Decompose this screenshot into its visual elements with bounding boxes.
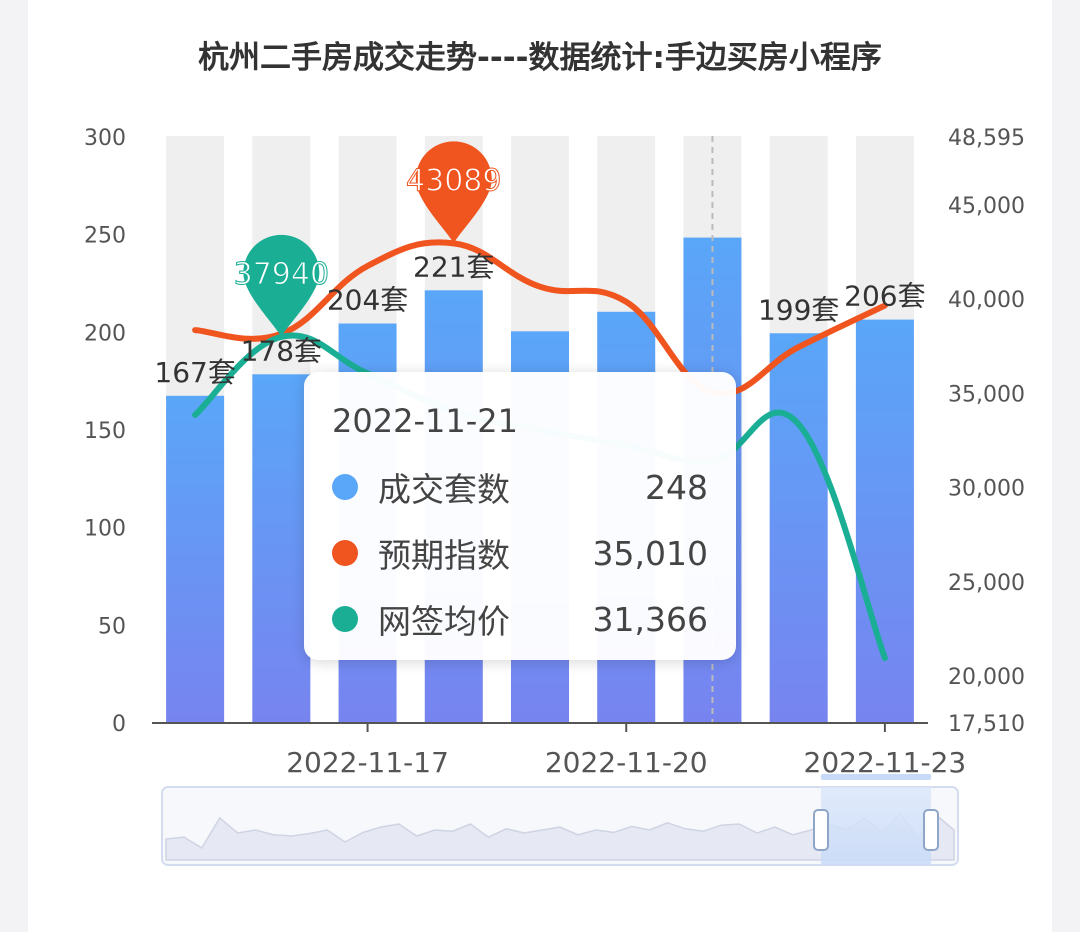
data-zoom-slider [161, 774, 959, 866]
y-left-tick-label: 250 [84, 224, 126, 249]
zoom-handle-right[interactable] [923, 809, 939, 851]
marker-pin [243, 234, 320, 337]
tooltip-label-index: 预期指数 [378, 536, 510, 575]
line-index [192, 239, 888, 397]
y-left-tick-label: 0 [112, 712, 126, 737]
tooltip-row-index: 预期指数 35,010 [332, 520, 708, 586]
y-left-tick-label: 100 [84, 517, 126, 542]
tooltip-label-price: 网签均价 [378, 602, 510, 641]
marker-label: 37940 [234, 257, 329, 292]
y-left-tick-label: 200 [84, 321, 126, 346]
max-marker-price: 37940 [233, 234, 330, 337]
tooltip-value-deals: 248 [645, 467, 708, 507]
x-tick-label: 2022-11-20 [545, 746, 708, 779]
y-right-tick-label: 17,510 [948, 712, 1025, 737]
tooltip-value-price: 31,366 [592, 599, 708, 639]
tooltip-title: 2022-11-21 [332, 402, 518, 440]
tooltip-label-deals: 成交套数 [378, 470, 510, 509]
y-left-tick-label: 150 [84, 419, 126, 444]
x-tick-label: 2022-11-17 [286, 746, 449, 779]
bar-data-label: 204套 [327, 284, 408, 317]
tooltip-dot-price [332, 606, 358, 632]
bar-data-label: 206套 [844, 280, 925, 313]
bar [166, 395, 225, 722]
zoom-handle-left[interactable] [813, 809, 829, 851]
zoom-selection[interactable] [821, 787, 931, 865]
y-left-tick-label: 300 [84, 126, 126, 151]
tooltip-row-price: 网签均价 31,366 [332, 586, 708, 652]
tooltip-dot-deals [332, 474, 358, 500]
chart-title: 杭州二手房成交走势----数据统计:手边买房小程序 [198, 40, 882, 76]
tooltip-value-index: 35,010 [592, 533, 708, 573]
bar-data-label: 199套 [758, 293, 839, 326]
tooltip-dot-index [332, 540, 358, 566]
bar [252, 374, 311, 722]
y-right-tick-label: 20,000 [948, 665, 1025, 690]
marker-label: 43089 [406, 163, 501, 198]
y-right-tick-label: 40,000 [948, 288, 1025, 313]
chart-card: 杭州二手房成交走势----数据统计:手边买房小程序 0 50 100 150 200 250… [28, 0, 1052, 932]
x-tick-label: 2022-11-23 [804, 746, 967, 779]
y-right-tick-label: 48,595 [948, 126, 1025, 151]
bar [855, 319, 914, 722]
y-left-tick-label: 50 [98, 614, 126, 639]
tooltip-row-deals: 成交套数 248 [332, 454, 708, 520]
bar-data-label: 167套 [154, 356, 235, 389]
max-marker-index: 43089 [406, 141, 502, 244]
chart-tooltip: 2022-11-21 成交套数 248 预期指数 35,010 网签均价 31,… [304, 372, 736, 660]
bar-data-label: 221套 [413, 250, 494, 283]
bar [769, 333, 828, 722]
y-right-tick-label: 35,000 [948, 382, 1025, 407]
y-right-tick-label: 30,000 [948, 477, 1025, 502]
y-right-tick-label: 25,000 [948, 571, 1025, 596]
zoom-move-bar[interactable] [821, 774, 931, 780]
marker-pin [415, 141, 492, 244]
bar-data-label: 178套 [241, 334, 322, 367]
y-right-tick-label: 45,000 [948, 194, 1025, 219]
